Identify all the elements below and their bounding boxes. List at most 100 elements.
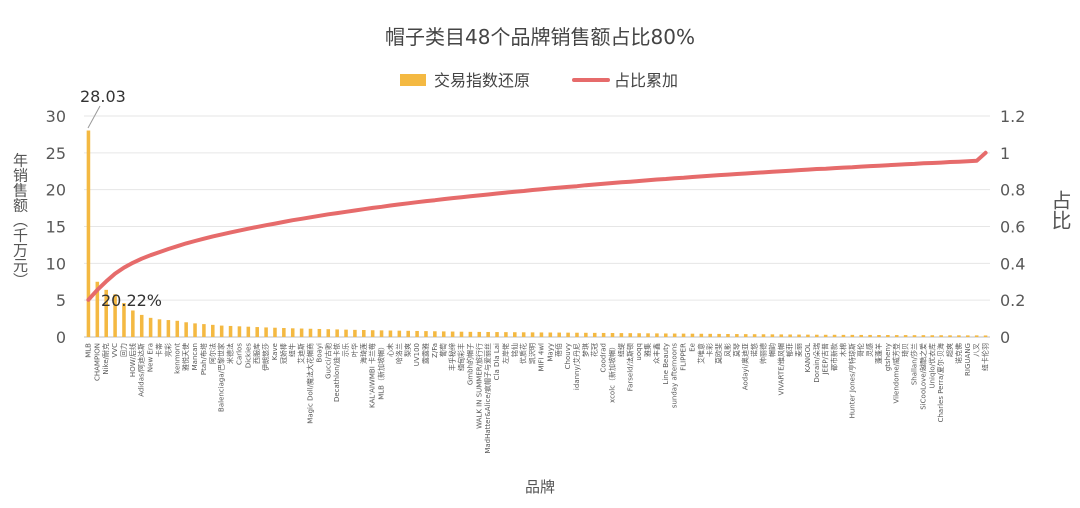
x-tick-label: Uniqlo/优衣库 (927, 343, 936, 389)
x-tick-label: Aodayi/奥迪亚 (741, 343, 750, 390)
x-tick-label: 西服库 (252, 343, 261, 364)
x-tick-label: xcolc（新加坡帽） (608, 343, 617, 403)
bar (193, 323, 197, 337)
x-tick-label: 八叉 (973, 343, 981, 357)
x-tick-label: 艾唯意 (696, 343, 705, 364)
bar (894, 335, 899, 337)
x-tick-label: MIFI 4wl (537, 343, 545, 372)
bar (850, 334, 855, 337)
legend-bar-label: 交易指数还原 (434, 71, 530, 90)
bar (930, 335, 935, 337)
bar (424, 331, 428, 337)
x-tick-label: 帽韵 (767, 343, 776, 357)
bar (868, 334, 872, 337)
bar (131, 310, 135, 337)
x-tick-label: CHAMPION (93, 343, 101, 381)
x-tick-label: 莫欧斐 (714, 343, 723, 364)
bar (619, 333, 624, 337)
x-tick-label: 海琦莲 (359, 343, 368, 364)
x-tick-label: 缅甸彩丰 (457, 343, 466, 371)
bar (539, 332, 544, 337)
bar (317, 328, 322, 337)
legend: 交易指数还原 占比累加 (400, 71, 678, 90)
x-tick-label: Line Beauty (662, 343, 670, 385)
x-tick-label: 超爽 (945, 343, 954, 357)
gridlines (84, 115, 990, 338)
bar (806, 334, 810, 337)
bar (362, 330, 366, 337)
y-tick-label: 30 (46, 107, 66, 126)
bar (237, 326, 242, 337)
x-tick-label: 亮彩 (163, 343, 172, 357)
x-tick-label: HOW/后线 (128, 343, 137, 377)
bar (433, 331, 437, 337)
x-tick-label: 琦贝 (902, 343, 910, 357)
x-tick-label: 哥伦 (856, 343, 865, 357)
x-tick-label: kenmont (173, 343, 181, 374)
bar (344, 329, 348, 337)
bar (708, 333, 712, 337)
x-tick-label: Dickies (244, 343, 252, 368)
bar (513, 332, 517, 337)
bar (326, 329, 331, 337)
bar (646, 333, 650, 337)
bar (255, 327, 259, 337)
bar (610, 333, 615, 337)
bar (246, 326, 251, 337)
y-tick-label: 20 (46, 181, 66, 200)
bar (264, 327, 268, 337)
bar (521, 332, 526, 337)
bar (335, 329, 339, 337)
x-tick-label: 诺悠 (750, 343, 759, 357)
x-tick-label: 纽卡伦羽 (981, 343, 990, 371)
y2-tick-label: 0.6 (1000, 218, 1025, 237)
bar (601, 332, 606, 337)
bar (459, 331, 464, 337)
bar (441, 331, 446, 337)
bar (299, 328, 304, 337)
x-tick-label: 梦琪 (581, 343, 590, 357)
x-tick-label: 米德法 (226, 343, 235, 364)
x-tick-label: Farseld/法斯顿 (625, 343, 634, 391)
x-tick-label: 铭仙 (510, 343, 519, 357)
annotation-first-value: 28.03 (80, 87, 126, 106)
bar (983, 335, 988, 337)
bar (664, 333, 668, 337)
bar (859, 334, 863, 337)
bar (530, 332, 535, 337)
x-tick-label: 冠娇棒 (279, 343, 288, 364)
y-tick-label: 5 (56, 291, 66, 310)
bar (415, 330, 419, 337)
bar (548, 332, 553, 337)
x-tick-label: 葡萄 (439, 343, 448, 357)
x-tick-label: Shallan/莎兰 (910, 343, 919, 385)
x-tick-label: 郁菲 (785, 343, 794, 357)
y2-tick-label: 0.8 (1000, 181, 1025, 200)
y2-tick-label: 0.4 (1000, 254, 1025, 273)
bar (86, 130, 91, 337)
x-tick-label: Kave (271, 343, 279, 360)
bar (575, 332, 579, 337)
x-tick-label: 蓬蓬羊 (874, 343, 883, 364)
x-tick-label: Adidas/阿迪达斯 (137, 343, 146, 397)
bar (966, 335, 970, 337)
x-tick-label: Z/Fa (431, 343, 439, 358)
x-tick-label: 纽缇 (616, 343, 625, 357)
x-tick-label: idanny/艾丹尼 (573, 343, 581, 390)
x-tick-label: Magic Doll/魔法大花帽商 (306, 343, 315, 424)
x-tick-label: 示乐 (341, 343, 350, 357)
x-tick-label: UV100 (413, 343, 421, 366)
bar (957, 335, 961, 337)
bar (157, 319, 162, 337)
bar (219, 325, 224, 337)
x-tick-label: 露露雅 (421, 343, 430, 364)
bar (308, 328, 313, 337)
bar (939, 335, 943, 337)
bar (770, 334, 775, 337)
x-tick-label: 回力 (119, 343, 128, 357)
bar (921, 335, 926, 337)
bar (690, 333, 695, 337)
cumulative-share-line (86, 150, 988, 302)
bar (406, 330, 410, 337)
chart-title: 帽子类目48个品牌销售额占比80% (385, 25, 695, 49)
